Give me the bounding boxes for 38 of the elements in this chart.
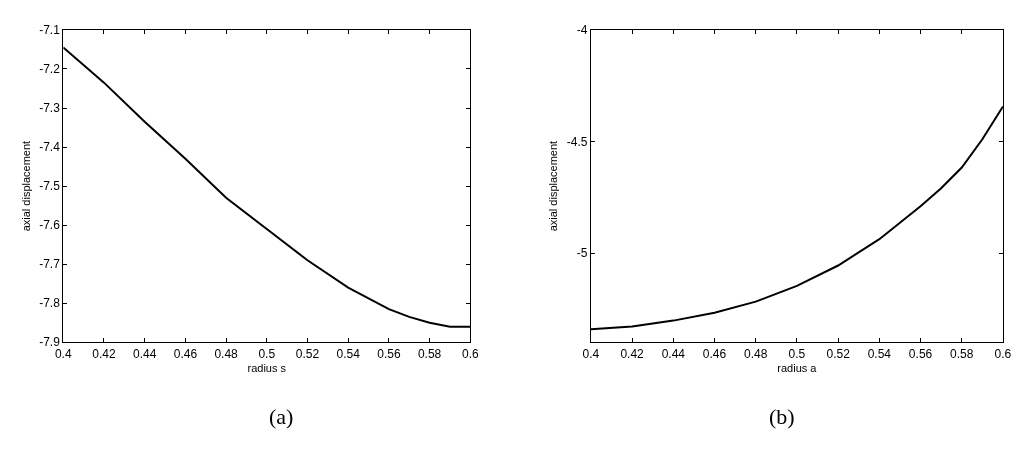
x-tick-label: 0.44 [133, 346, 157, 361]
x-axis-title: radius a [777, 361, 818, 374]
y-axis-title: axial displacement [19, 140, 32, 232]
x-tick-label: 0.54 [336, 346, 361, 361]
x-tick-label: 0.4 [582, 346, 600, 361]
y-tick-label: -7.8 [39, 296, 61, 311]
y-tick-label: -7.3 [39, 101, 61, 116]
x-tick-label: 0.52 [295, 346, 320, 361]
y-tick-label: -7.4 [39, 140, 61, 155]
y-tick-label: -7.2 [39, 62, 61, 77]
y-tick-label: -4 [576, 23, 588, 38]
y-tick-label: -7.6 [39, 218, 61, 233]
x-tick-label: 0.58 [950, 346, 974, 361]
x-tick-label: 0.58 [417, 346, 442, 361]
text: (a) [269, 404, 294, 429]
x-tick-label: 0.42 [620, 346, 645, 361]
x-tick-label: 0.46 [173, 346, 198, 361]
y-tick-label: -7.5 [39, 179, 61, 194]
x-tick-label: 0.6 [994, 346, 1012, 361]
y-axis-title: axial displacement [547, 140, 560, 232]
x-tick-label: 0.54 [867, 346, 892, 361]
y-tick-label: -5 [576, 246, 588, 261]
x-tick-label: 0.48 [214, 346, 239, 361]
x-tick-label: 0.48 [744, 346, 768, 361]
x-tick-label: 0.6 [461, 346, 479, 361]
x-tick-label: 0.44 [661, 346, 686, 361]
x-tick-label: 0.56 [908, 346, 933, 361]
x-tick-label: 0.5 [788, 346, 806, 361]
x-tick-label: 0.56 [377, 346, 401, 361]
x-tick-label: 0.46 [702, 346, 727, 361]
y-tick-label: -4.5 [566, 134, 588, 149]
y-tick-label: -7.7 [39, 257, 61, 272]
x-axis-title: radius s [247, 361, 287, 374]
x-tick-label: 0.42 [92, 346, 116, 361]
y-tick-label: -7.1 [39, 23, 61, 38]
text: (b) [769, 404, 795, 429]
x-tick-label: 0.52 [826, 346, 851, 361]
x-tick-label: 0.5 [258, 346, 276, 361]
